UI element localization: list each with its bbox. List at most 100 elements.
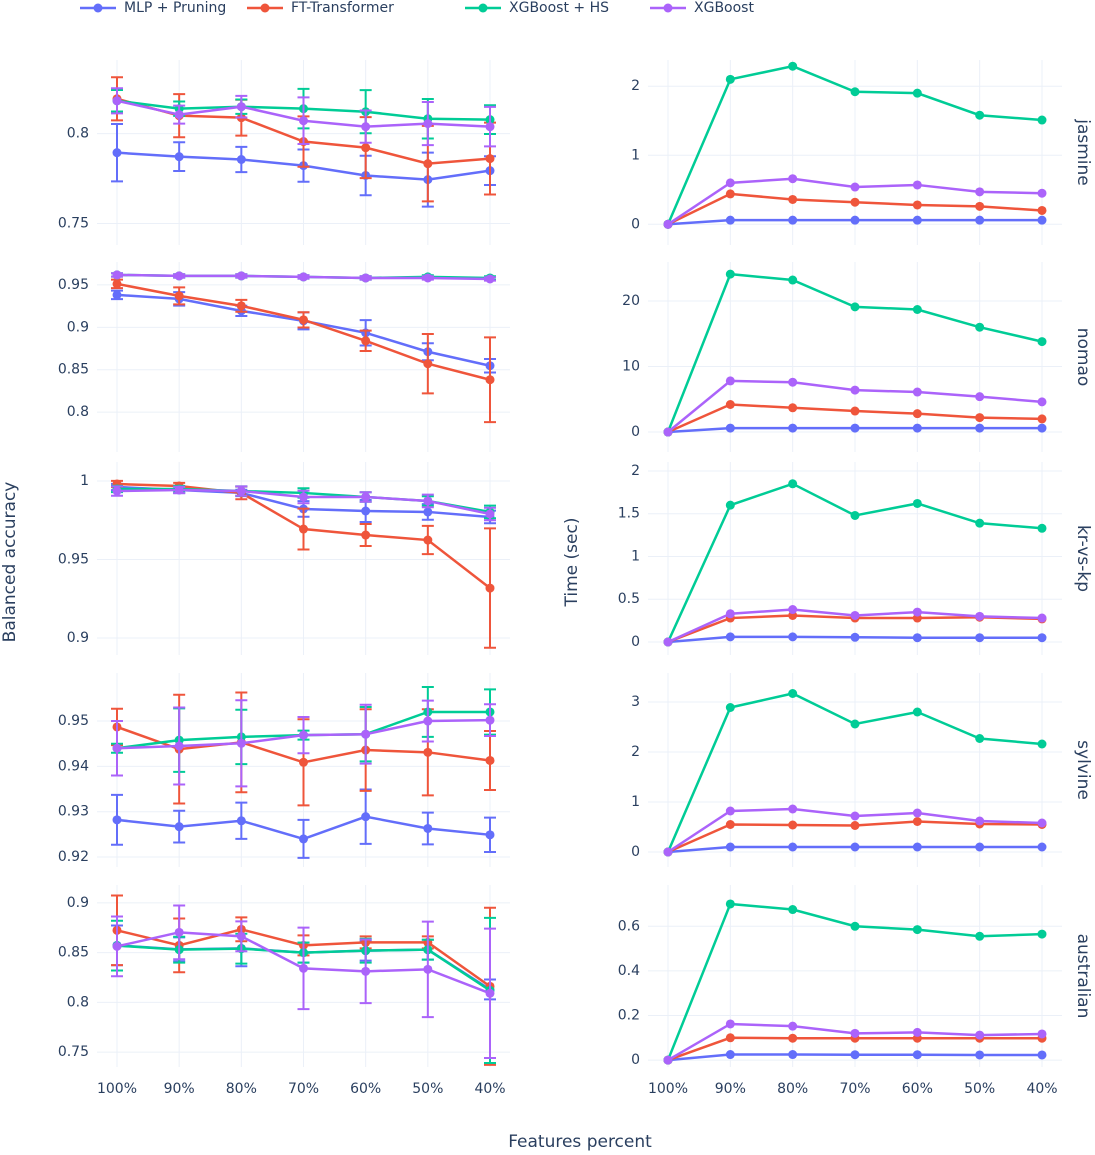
point [788, 632, 798, 642]
point [361, 273, 371, 283]
x-tick-label: 40% [1026, 1081, 1057, 1097]
point [788, 689, 798, 698]
point [912, 607, 922, 617]
point [725, 1050, 735, 1060]
point [912, 88, 922, 98]
legend-marker [93, 3, 103, 13]
y-tick-label: 0.8 [67, 994, 89, 1010]
y-tick-label: 20 [622, 293, 640, 309]
y-tick-label: 0 [631, 634, 640, 650]
point [725, 400, 735, 409]
point [975, 633, 985, 643]
x-tick-label: 80% [777, 1081, 808, 1097]
x-tick-label: 60% [350, 1081, 381, 1097]
y-tick-label: 0.92 [58, 849, 89, 865]
point [299, 524, 308, 534]
point [725, 842, 735, 852]
point [788, 842, 798, 852]
point [725, 806, 735, 816]
point [788, 820, 798, 830]
facet-label: australian [1073, 934, 1093, 1019]
point [975, 734, 985, 743]
point [975, 816, 985, 826]
point [850, 1050, 860, 1060]
point [236, 102, 246, 112]
point [788, 905, 798, 915]
y-tick-label: 0.93 [58, 804, 89, 820]
point [1037, 613, 1047, 623]
point [725, 899, 735, 909]
x-tick-label: 70% [288, 1081, 319, 1097]
legend-marker [478, 3, 488, 13]
y-tick-label: 0.95 [58, 713, 89, 729]
point [663, 1055, 673, 1065]
point [725, 269, 735, 279]
y-axis-title: Balanced accuracy [0, 482, 20, 643]
point [112, 148, 122, 158]
point [1037, 1029, 1047, 1039]
point [788, 174, 798, 184]
point [850, 610, 860, 620]
point [850, 302, 860, 312]
point [236, 738, 246, 748]
point [423, 535, 433, 545]
point [850, 811, 860, 821]
y-tick-label: 0 [631, 1052, 640, 1068]
point [1037, 1050, 1047, 1060]
y-tick-label: 0.6 [618, 918, 640, 934]
x-tick-label: 50% [412, 1081, 443, 1097]
point [850, 510, 860, 520]
point [975, 413, 985, 423]
point [361, 492, 371, 502]
point [1037, 414, 1047, 424]
y-tick-label: 0.8 [67, 404, 89, 420]
point [1037, 115, 1047, 125]
point [663, 219, 673, 229]
point [725, 423, 735, 433]
point [236, 155, 246, 165]
x-tick-label: 60% [902, 1081, 933, 1097]
point [299, 757, 308, 767]
y-tick-label: 0.85 [58, 362, 89, 378]
point [423, 496, 433, 506]
point [423, 747, 433, 757]
point [485, 583, 495, 593]
point [850, 719, 860, 729]
point [975, 931, 985, 941]
point [1037, 397, 1047, 407]
point [423, 119, 433, 129]
point [1037, 633, 1047, 643]
point [112, 279, 122, 289]
facet-label: kr-vs-kp [1073, 525, 1093, 592]
point [725, 215, 735, 225]
point [975, 842, 985, 852]
point [1037, 337, 1047, 347]
point [174, 927, 184, 937]
point [975, 322, 985, 332]
point [912, 305, 922, 314]
y-tick-label: 0 [631, 424, 640, 440]
point [174, 822, 184, 832]
point [236, 486, 246, 496]
y-tick-label: 0.2 [618, 1007, 640, 1023]
point [788, 1050, 798, 1060]
point [663, 847, 673, 857]
x-tick-label: 100% [648, 1081, 688, 1097]
point [788, 423, 798, 433]
y-tick-label: 1 [631, 794, 640, 810]
point [912, 387, 922, 397]
point [725, 1033, 735, 1043]
x-tick-label: 90% [715, 1081, 746, 1097]
x-tick-label: 90% [164, 1081, 195, 1097]
point [112, 815, 122, 825]
point [236, 301, 246, 311]
point [1037, 523, 1047, 533]
y-tick-label: 2 [631, 463, 640, 479]
x-tick-label: 50% [964, 1081, 995, 1097]
point [299, 116, 308, 126]
point [299, 834, 308, 844]
point [236, 931, 246, 941]
y-tick-label: 0 [631, 844, 640, 860]
point [174, 741, 184, 751]
point [975, 392, 985, 402]
